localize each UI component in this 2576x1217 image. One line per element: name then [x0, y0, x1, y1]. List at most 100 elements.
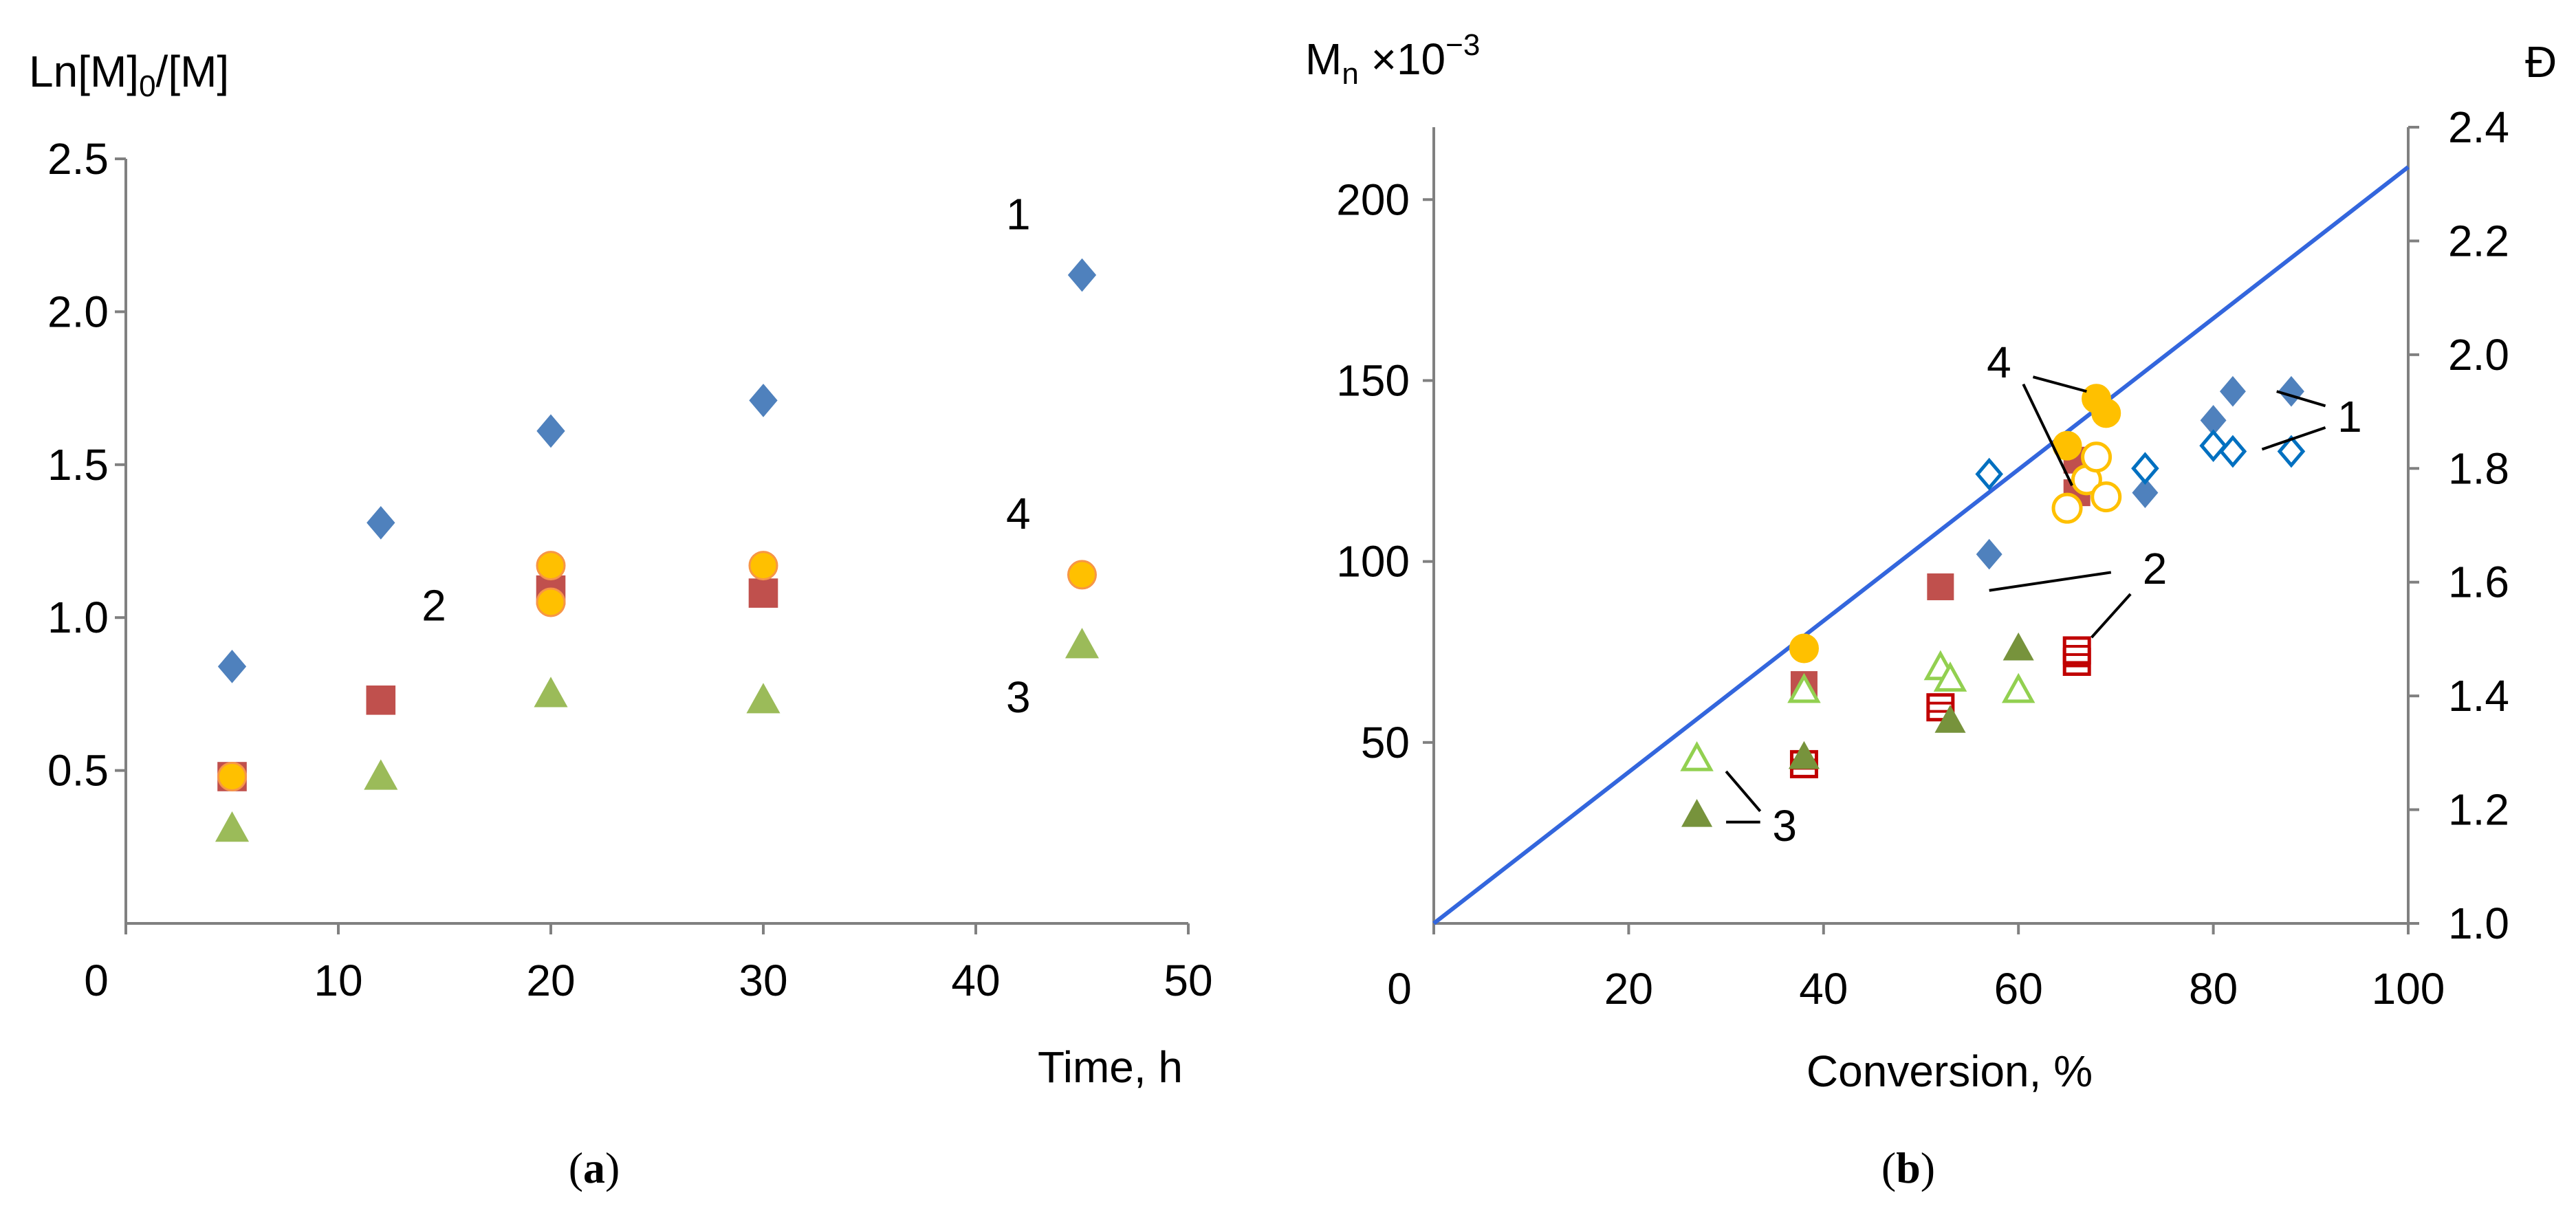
data-point — [1680, 741, 1714, 771]
data-point — [748, 578, 778, 608]
chart-a: Ln[M]0/[M] 0 10 20 30 40 50 0.5 1.0 1.5 2.0 2.5 1 2… — [29, 47, 1213, 1192]
y2-tick-label: 1.6 — [2448, 558, 2509, 607]
data-point — [2199, 429, 2227, 463]
y-tick-label: 200 — [1336, 175, 1410, 224]
leader-line — [2032, 375, 2087, 393]
chart-b-annotations: 1 2 3 4 — [1725, 338, 2362, 851]
y2-tick-label: 1.4 — [2448, 671, 2509, 721]
data-point — [2062, 636, 2091, 665]
leader-line — [2276, 390, 2326, 408]
data-point — [536, 551, 566, 581]
y-tick-label: 100 — [1336, 537, 1410, 586]
x-tick-label: 30 — [739, 956, 787, 1005]
data-point — [217, 761, 247, 791]
data-point — [1787, 672, 1821, 703]
y-tick-label: 1.0 — [47, 593, 109, 642]
series-label: 3 — [1006, 672, 1031, 722]
chart-b-points — [1680, 375, 2306, 827]
chart-a-annotations: 1 2 4 3 — [422, 189, 1030, 722]
series-label: 4 — [1006, 489, 1031, 538]
data-point — [2132, 477, 2159, 508]
y-tick-label: 1.5 — [47, 440, 109, 490]
leader-line — [1989, 571, 2112, 592]
leader-line — [2261, 426, 2326, 451]
chart-b-tick-labels: 0 20 40 60 80 100 50 100 150 200 1.0 1.2 1.4 1.6 1.8 2.… — [1336, 102, 2509, 1013]
data-point — [749, 384, 778, 417]
x-tick-label: 40 — [951, 956, 1000, 1005]
y-tick-label: 50 — [1361, 718, 1410, 767]
data-point — [2091, 398, 2121, 428]
data-point — [2219, 375, 2246, 407]
data-point — [746, 683, 781, 714]
x-tick-label: 60 — [1994, 964, 2043, 1013]
chart-a-points — [215, 258, 1100, 842]
data-point — [2278, 375, 2304, 407]
data-point — [536, 587, 566, 617]
x-tick-label: 80 — [2189, 964, 2238, 1013]
data-point — [364, 759, 398, 790]
data-point — [367, 505, 395, 540]
y2-tick-label: 2.4 — [2448, 102, 2509, 152]
data-point — [1975, 457, 2003, 491]
y2-tick-label: 1.2 — [2448, 785, 2509, 835]
series-label: 1 — [1006, 189, 1031, 239]
y-tick-label: 150 — [1336, 355, 1410, 405]
x-tick-label: 10 — [314, 956, 362, 1005]
chart-b-axes — [1423, 126, 2419, 934]
x-tick-label: 100 — [2372, 964, 2445, 1013]
leader-line — [2022, 383, 2073, 486]
x-tick-label: 40 — [1799, 964, 1848, 1013]
data-point — [536, 414, 565, 448]
y2-tick-label: 1.0 — [2448, 899, 2509, 948]
chart-b: Mn ×10−3 Đ 0 20 40 60 80 100 50 100 150 200 1.0 1.2… — [1305, 28, 2557, 1192]
leader-line — [1725, 770, 1762, 813]
y2-tick-label: 2.2 — [2448, 216, 2509, 265]
chart-b-ylabel: Mn ×10−3 — [1305, 28, 1480, 91]
data-point — [217, 650, 247, 683]
panel-b-caption: (b) — [1881, 1143, 1935, 1192]
data-point — [534, 677, 568, 708]
data-point — [1681, 799, 1713, 827]
chart-a-ylabel: Ln[M]0/[M] — [29, 47, 229, 103]
data-point — [2091, 481, 2122, 513]
x-tick-label: 50 — [1164, 956, 1212, 1005]
series-label: 2 — [422, 581, 446, 631]
chart-b-y2label: Đ — [2525, 37, 2557, 87]
data-point — [2051, 492, 2083, 524]
data-point — [1065, 628, 1100, 659]
x-tick-label: 0 — [1387, 964, 1412, 1013]
data-point — [2081, 441, 2113, 473]
data-point — [1788, 741, 1820, 769]
data-point — [1927, 573, 1954, 600]
data-point — [1934, 705, 1966, 733]
data-point — [1789, 633, 1819, 664]
y-tick-label: 0.5 — [47, 746, 109, 796]
series-label: 3 — [1772, 801, 1797, 851]
theory-line — [1432, 165, 2410, 925]
data-point — [215, 811, 250, 842]
series-label: 2 — [2143, 544, 2168, 593]
x-tick-label: 20 — [526, 956, 575, 1005]
leader-line — [2090, 593, 2132, 639]
chart-a-axes — [115, 157, 1190, 934]
x-tick-label: 20 — [1604, 964, 1653, 1013]
data-point — [2277, 435, 2306, 468]
data-point — [1933, 661, 1967, 692]
x-tick-label: 0 — [84, 956, 109, 1005]
chart-b-xlabel: Conversion, % — [1807, 1046, 2093, 1096]
data-point — [2001, 672, 2035, 703]
data-point — [1976, 538, 2002, 570]
data-point — [2131, 452, 2159, 485]
data-point — [1067, 258, 1097, 292]
y-tick-label: 2.5 — [47, 134, 109, 184]
series-label: 1 — [2337, 392, 2362, 441]
series-label: 4 — [1987, 338, 2011, 387]
chart-a-tick-labels: 0 10 20 30 40 50 0.5 1.0 1.5 2.0 2.5 — [47, 134, 1213, 1005]
data-point — [366, 685, 396, 715]
data-point — [2002, 632, 2034, 661]
panel-a-caption: (a) — [569, 1143, 620, 1192]
chart-b-theory-line — [1432, 165, 2410, 925]
data-point — [748, 551, 778, 581]
y2-tick-label: 2.0 — [2448, 330, 2509, 380]
